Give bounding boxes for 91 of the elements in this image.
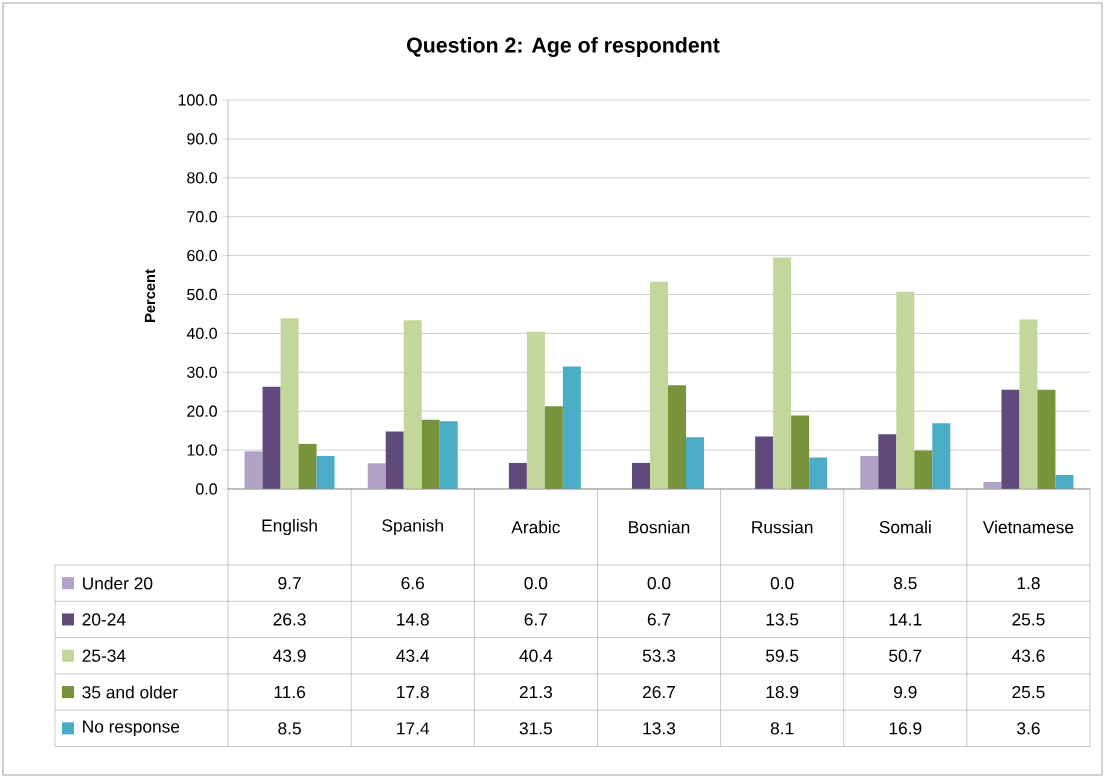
bar: [932, 423, 951, 489]
data-label: 17.4: [397, 722, 430, 735]
data-label: 40.4: [519, 649, 553, 662]
x-tick-label: Bosnian: [629, 520, 690, 534]
bar: [1019, 319, 1038, 489]
data-label: 59.5: [765, 649, 799, 662]
y-tick-label: 70.0: [187, 211, 217, 223]
bar: [280, 318, 299, 489]
bar: [791, 415, 810, 489]
data-label: 18.9: [766, 685, 799, 699]
bar: [262, 386, 281, 489]
y-tick-label: 60.0: [187, 249, 217, 262]
y-tick-label: 50.0: [187, 288, 217, 301]
data-label: 43.9: [273, 649, 306, 662]
bar: [385, 431, 404, 489]
bar: [421, 419, 440, 489]
bar: [367, 463, 386, 489]
x-tick-label: Arabic: [511, 520, 560, 534]
data-label: 31.5: [519, 722, 552, 735]
data-label: 50.7: [889, 649, 922, 662]
data-label: 9.7: [278, 577, 301, 590]
bar: [1055, 474, 1074, 489]
data-label: 26.7: [643, 685, 675, 699]
x-tick-label: English: [262, 518, 317, 536]
y-tick-label: 10.0: [187, 444, 217, 456]
bar: [860, 455, 879, 489]
bar: [562, 366, 581, 489]
data-label: 8.1: [770, 722, 794, 735]
bar: [668, 385, 687, 489]
y-axis-title: Percent: [144, 269, 156, 322]
legend-label: Under 20: [83, 576, 153, 590]
data-label: 13.5: [766, 613, 799, 626]
legend-label: 25-34: [82, 649, 126, 662]
bar: [686, 437, 705, 489]
data-label: 6.7: [647, 613, 671, 626]
data-label: 9.9: [894, 685, 917, 699]
bar: [650, 281, 669, 489]
bar: [896, 291, 915, 489]
legend-label: No response: [83, 720, 180, 737]
data-label: 0.0: [524, 577, 548, 590]
bar: [544, 406, 563, 489]
data-label: 21.3: [519, 685, 552, 699]
bar: [809, 457, 828, 489]
data-label: 14.1: [889, 613, 922, 626]
legend-label: 35 and older: [82, 685, 178, 699]
y-tick-label: 90.0: [187, 133, 217, 145]
data-label: 16.9: [889, 722, 922, 735]
bar: [316, 455, 335, 489]
data-label: 25.5: [1012, 613, 1045, 626]
bar: [755, 436, 774, 489]
data-label: 8.5: [278, 722, 301, 735]
legend-label: 20-24: [82, 613, 126, 626]
y-tick-label: 0.0: [195, 483, 217, 495]
data-label: 43.4: [396, 649, 430, 662]
data-label: 6.6: [401, 577, 425, 590]
bar: [914, 450, 933, 489]
y-tick-label: 30.0: [187, 366, 217, 378]
data-label: 8.5: [894, 577, 917, 590]
bar: [1037, 389, 1056, 489]
x-tick-label: Spanish: [382, 518, 443, 536]
bar: [526, 331, 545, 489]
data-label: 17.8: [397, 685, 429, 699]
y-tick-label: 40.0: [186, 327, 217, 340]
chart-title: Question 2: Age of respondent: [407, 37, 720, 57]
bar: [403, 320, 422, 489]
bar: [298, 443, 317, 489]
y-tick-label: 80.0: [187, 172, 217, 184]
y-tick-label: 100.0: [178, 94, 217, 106]
bar: [508, 462, 527, 489]
data-label: 11.6: [274, 685, 306, 699]
bar: [773, 257, 792, 489]
data-label: 6.7: [524, 613, 548, 626]
data-label: 43.6: [1011, 649, 1045, 662]
x-tick-label: Somali: [879, 520, 931, 534]
data-label: 0.0: [770, 577, 794, 590]
x-tick-label: Vietnamese: [982, 520, 1074, 534]
bar: [244, 451, 263, 489]
bar: [632, 462, 651, 489]
data-label: 0.0: [647, 577, 671, 590]
bar: [1001, 389, 1020, 489]
data-label: 13.3: [643, 722, 676, 735]
data-label: 26.3: [273, 613, 306, 626]
data-label: 14.8: [397, 613, 429, 626]
data-label: 3.6: [1017, 722, 1040, 735]
data-label: 53.3: [642, 649, 676, 662]
x-tick-label: Russian: [752, 520, 813, 534]
bar: [439, 421, 458, 489]
data-label: 1.8: [1017, 577, 1040, 590]
y-tick-label: 20.0: [187, 405, 217, 417]
data-label: 25.5: [1012, 685, 1045, 699]
bar: [878, 434, 897, 489]
